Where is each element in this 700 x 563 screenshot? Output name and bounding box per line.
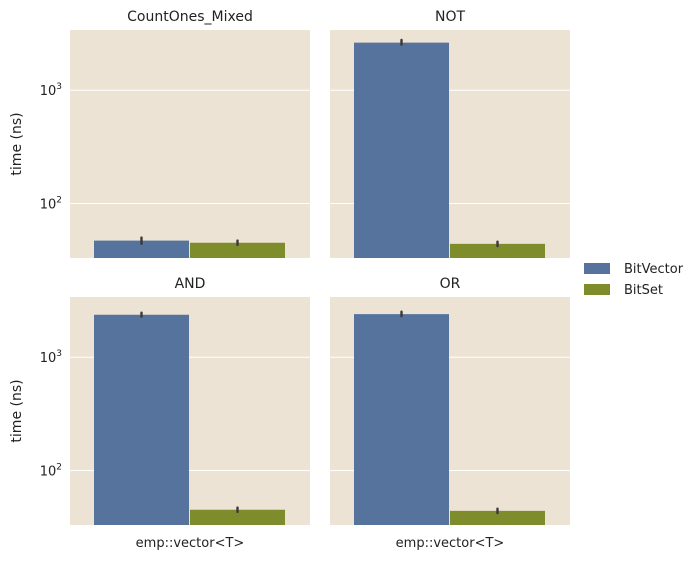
bar-countones-mixed-bitvector <box>94 240 189 258</box>
bar-or-bitset <box>450 510 545 525</box>
legend-label-bitvector: BitVector <box>624 262 684 277</box>
bar-not-bitset <box>450 243 545 258</box>
x-tick-label: emp::vector<T> <box>136 536 245 551</box>
legend-swatch-bitvector <box>584 263 610 274</box>
panel-title-or: OR <box>440 276 461 292</box>
y-axis-label: time (ns) <box>9 379 25 442</box>
panel-title-and: AND <box>175 276 206 292</box>
bar-or-bitvector <box>354 314 449 525</box>
panel-title-countones-mixed: CountOnes_Mixed <box>127 9 253 25</box>
ytick-label-1000: 103 <box>40 82 62 99</box>
legend-label-bitset: BitSet <box>624 283 663 298</box>
legend-swatch-bitset <box>584 284 610 295</box>
x-tick-label: emp::vector<T> <box>396 536 505 551</box>
ytick-label-1000: 103 <box>40 349 62 366</box>
ytick-label-100: 102 <box>40 195 62 212</box>
bar-not-bitvector <box>354 42 449 258</box>
panel-countones-mixed-background <box>70 30 310 258</box>
panel-title-not: NOT <box>435 9 465 25</box>
bar-and-bitset <box>190 509 285 525</box>
bar-countones-mixed-bitset <box>190 242 285 258</box>
bar-and-bitvector <box>94 314 189 525</box>
ytick-label-100: 102 <box>40 462 62 479</box>
y-axis-label: time (ns) <box>9 112 25 175</box>
